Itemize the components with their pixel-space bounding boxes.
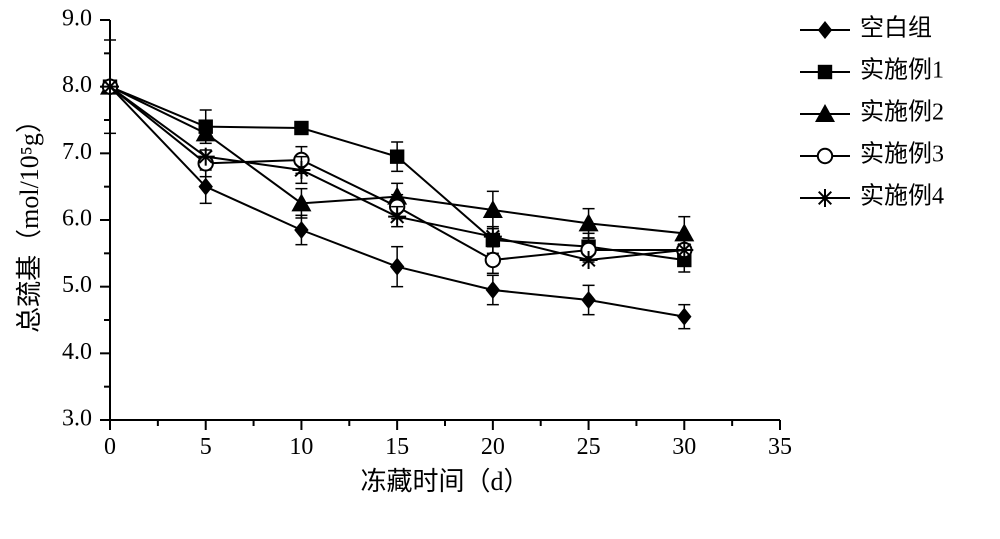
- x-tick-label: 0: [104, 434, 116, 460]
- legend-label: 实施例2: [860, 99, 944, 126]
- y-axis-label: 总巯基（mol/10⁵g）: [15, 107, 44, 333]
- x-tick-label: 30: [672, 434, 696, 460]
- y-tick-label: 6.0: [62, 206, 92, 232]
- y-tick-label: 3.0: [62, 406, 92, 432]
- legend-label: 空白组: [860, 15, 932, 42]
- legend-label: 实施例3: [860, 141, 944, 168]
- legend-item: 实施例3: [800, 141, 944, 168]
- legend-item: 实施例4: [800, 183, 944, 210]
- y-tick-label: 5.0: [62, 272, 92, 298]
- legend-label: 实施例4: [860, 183, 944, 210]
- legend-item: 实施例2: [800, 99, 944, 126]
- legend-label: 实施例1: [860, 57, 944, 84]
- series: [103, 79, 692, 272]
- x-tick-label: 35: [768, 434, 792, 460]
- y-tick-label: 4.0: [62, 339, 92, 365]
- legend-item: 空白组: [800, 15, 932, 42]
- x-tick-label: 20: [481, 434, 505, 460]
- y-tick-label: 8.0: [62, 72, 92, 98]
- x-tick-label: 15: [385, 434, 409, 460]
- line-chart: 3.0 4.0 5.0 6.0 7.0 8.0 9.0 0 5 10 15 20 25 30 35 冻藏时间（…: [0, 0, 1000, 539]
- series: [101, 78, 693, 269]
- x-tick-label: 25: [577, 434, 601, 460]
- x-tick-label: 10: [289, 434, 313, 460]
- legend-item: 实施例1: [800, 57, 944, 84]
- y-tick-label: 9.0: [62, 6, 92, 32]
- x-axis-label: 冻藏时间（d）: [360, 467, 529, 496]
- series: [103, 79, 692, 273]
- y-tick-label: 7.0: [62, 139, 92, 165]
- x-tick-label: 5: [200, 434, 212, 460]
